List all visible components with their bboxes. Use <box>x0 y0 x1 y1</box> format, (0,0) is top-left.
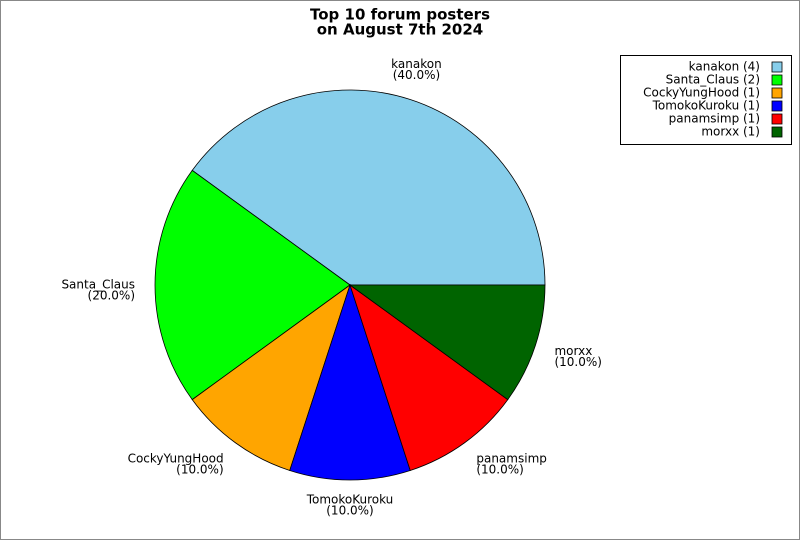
legend-swatch <box>771 61 783 73</box>
slice-percent: (10.0%) <box>326 504 373 518</box>
chart-title: on August 7th 2024 <box>317 21 484 39</box>
legend-label: morxx (1) <box>701 125 760 139</box>
slice-percent: (10.0%) <box>554 355 601 369</box>
slice-label: morxx <box>554 344 592 358</box>
pie-slice <box>191 283 351 471</box>
pie-slice <box>154 169 351 401</box>
slice-label: kanakon <box>391 57 442 71</box>
chart-title: Top 10 forum posters <box>310 6 490 24</box>
legend-swatch <box>771 113 783 125</box>
slice-label: TomokoKuroku <box>306 493 394 507</box>
slice-label: Santa_Claus <box>61 278 135 292</box>
slice-percent: (10.0%) <box>476 462 523 476</box>
legend-label: Santa_Claus (2) <box>666 73 760 87</box>
legend-swatch <box>771 74 783 86</box>
legend-swatch <box>771 126 783 138</box>
legend-swatch <box>771 100 783 112</box>
slice-percent: (10.0%) <box>176 462 223 476</box>
legend-label: kanakon (4) <box>689 60 760 74</box>
slice-label: panamsimp <box>476 451 547 465</box>
slice-label: CockyYungHood <box>128 451 224 465</box>
legend-label: panamsimp (1) <box>669 112 760 126</box>
slice-percent: (40.0%) <box>393 68 440 82</box>
legend-label: TomokoKuroku (1) <box>652 99 760 113</box>
pie-slice <box>191 89 546 286</box>
pie-slice <box>349 283 509 471</box>
pie-slice <box>289 283 411 481</box>
legend-label: CockyYungHood (1) <box>643 86 760 100</box>
legend-swatch <box>771 87 783 99</box>
legend-box <box>620 55 792 145</box>
pie-slice <box>348 284 546 401</box>
slice-percent: (20.0%) <box>88 289 135 303</box>
